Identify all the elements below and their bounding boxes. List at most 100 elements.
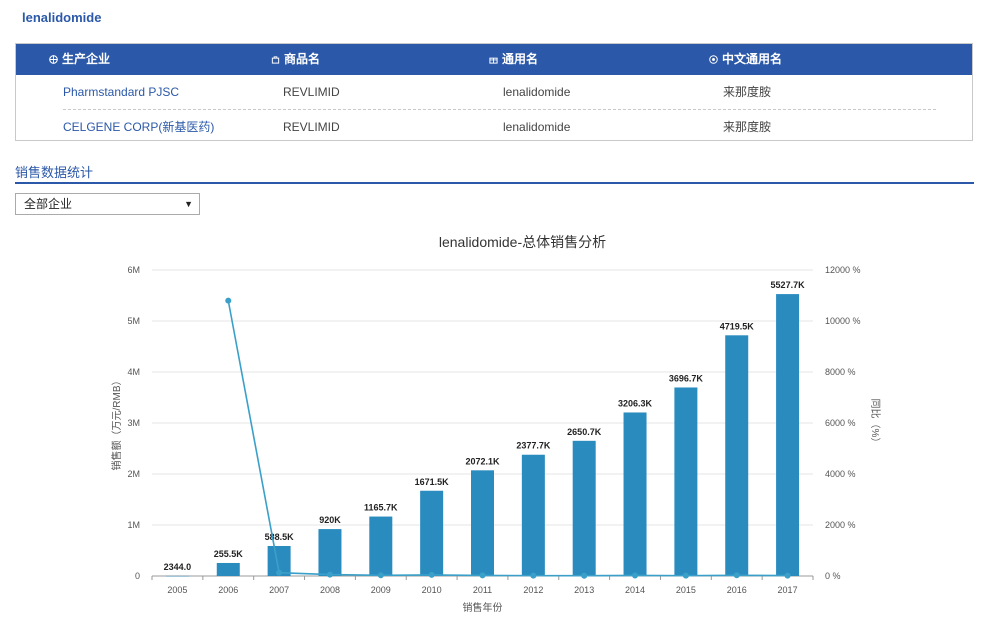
yoy-point (682, 572, 689, 579)
x-tick-label: 2017 (778, 585, 798, 595)
header-generic-label: 通用名 (502, 52, 539, 66)
y2-tick-label: 10000 % (825, 316, 861, 326)
target-icon (709, 55, 718, 64)
company-select-value: 全部企业 (24, 197, 73, 211)
x-tick-label: 2008 (320, 585, 340, 595)
brand-cell: REVLIMID (283, 120, 340, 134)
section-title: 销售数据统计 (15, 165, 94, 180)
x-tick-label: 2007 (269, 585, 289, 595)
brand-cell: REVLIMID (283, 85, 340, 99)
yoy-point (377, 572, 384, 579)
x-tick-label: 2005 (167, 585, 187, 595)
generic-cell: lenalidomide (503, 85, 571, 99)
header-company-label: 生产企业 (62, 52, 111, 66)
yoy-point (784, 572, 791, 579)
x-tick-label: 2009 (371, 585, 391, 595)
x-tick-label: 2013 (574, 585, 594, 595)
x-tick-label: 2010 (422, 585, 442, 595)
x-tick-label: 2016 (727, 585, 747, 595)
bar (623, 412, 647, 576)
data-label: 4719.5K (720, 321, 755, 331)
x-tick-label: 2011 (473, 585, 492, 595)
data-label: 2072.1K (465, 456, 500, 466)
yoy-point (276, 569, 283, 576)
y2-tick-label: 12000 % (825, 265, 861, 275)
y-tick-label: 3M (127, 418, 140, 428)
data-label: 588.5K (265, 532, 295, 542)
company-link[interactable]: CELGENE CORP(新基医药) (63, 120, 215, 134)
bar (674, 387, 698, 576)
table-row: CELGENE CORP(新基医药) REVLIMID lenalidomide… (63, 110, 936, 144)
header-chinese-name[interactable]: 中文通用名 (709, 44, 782, 75)
header-brand[interactable]: 商品名 (271, 44, 320, 75)
y-tick-label: 2M (127, 469, 140, 479)
gift-icon (489, 57, 498, 64)
chinese-name-cell: 来那度胺 (723, 85, 772, 99)
bar (420, 490, 444, 576)
data-label: 2344.0 (164, 562, 192, 572)
chart-title: lenalidomide-总体销售分析 (439, 234, 606, 250)
header-chinese-name-label: 中文通用名 (722, 52, 783, 66)
drug-title: lenalidomide (22, 10, 102, 25)
yoy-point (530, 572, 537, 579)
sales-chart: lenalidomide-总体销售分析 0 1M 2M 3M 4M 5M 6M 0 % 2000 … (110, 234, 881, 614)
yoy-point (733, 572, 740, 579)
yoy-point (581, 572, 588, 579)
yoy-point (326, 571, 333, 578)
header-brand-label: 商品名 (284, 52, 321, 66)
bar (572, 440, 596, 576)
bar (521, 454, 545, 576)
caret-down-icon: ▼ (184, 199, 193, 209)
data-label: 1165.7K (364, 503, 398, 513)
y-tick-label: 5M (127, 316, 140, 326)
y2-tick-label: 6000 % (825, 418, 856, 428)
data-label: 5527.7K (771, 280, 806, 290)
bar (776, 294, 800, 576)
globe-icon (49, 55, 58, 64)
y-tick-label: 1M (127, 520, 140, 530)
x-tick-label: 2014 (625, 585, 645, 595)
company-link[interactable]: Pharmstandard PJSC (63, 85, 180, 99)
bar (165, 575, 189, 577)
y2-tick-label: 0 % (825, 571, 841, 581)
yoy-point (632, 572, 639, 579)
section-divider (15, 182, 974, 184)
x-tick-label: 2012 (523, 585, 543, 595)
bar (369, 516, 393, 576)
bar (318, 529, 342, 576)
data-label: 2377.7K (516, 441, 551, 451)
bar (216, 562, 240, 576)
x-tick-label: 2015 (676, 585, 696, 595)
header-company[interactable]: 生产企业 (49, 44, 110, 75)
table-row: Pharmstandard PJSC REVLIMID lenalidomide… (63, 75, 936, 110)
chinese-name-cell: 来那度胺 (723, 120, 772, 134)
x-axis-label: 销售年份 (463, 601, 503, 614)
yoy-point (428, 571, 435, 578)
y-tick-label: 6M (127, 265, 140, 275)
yoy-point (479, 572, 486, 579)
y2-axis-label: 同比（%） (869, 399, 881, 448)
data-label: 255.5K (214, 549, 244, 559)
bar (725, 335, 749, 576)
generic-cell: lenalidomide (503, 120, 571, 134)
header-generic[interactable]: 通用名 (489, 44, 538, 75)
y2-tick-label: 4000 % (825, 469, 856, 479)
data-label: 3696.7K (669, 373, 704, 383)
company-table: 生产企业 商品名 通用名 中文通用名 Pharmstandard PJSC RE… (15, 43, 973, 141)
bag-icon (271, 56, 280, 64)
yoy-line (227, 300, 788, 577)
y2-tick-label: 8000 % (825, 367, 856, 377)
company-select[interactable]: 全部企业 ▼ (15, 193, 200, 215)
y-tick-label: 0 (135, 571, 140, 581)
y2-tick-label: 2000 % (825, 520, 856, 530)
data-label: 920K (319, 515, 341, 525)
x-tick-label: 2006 (218, 585, 238, 595)
yoy-point (225, 297, 232, 304)
table-header: 生产企业 商品名 通用名 中文通用名 (16, 44, 972, 75)
bar (471, 470, 494, 576)
data-label: 2650.7K (567, 427, 602, 437)
data-label: 3206.3K (618, 398, 653, 408)
y-tick-label: 4M (127, 367, 140, 377)
bar (267, 545, 291, 576)
y-axis-label: 销售额（万元/RMB） (110, 376, 123, 471)
